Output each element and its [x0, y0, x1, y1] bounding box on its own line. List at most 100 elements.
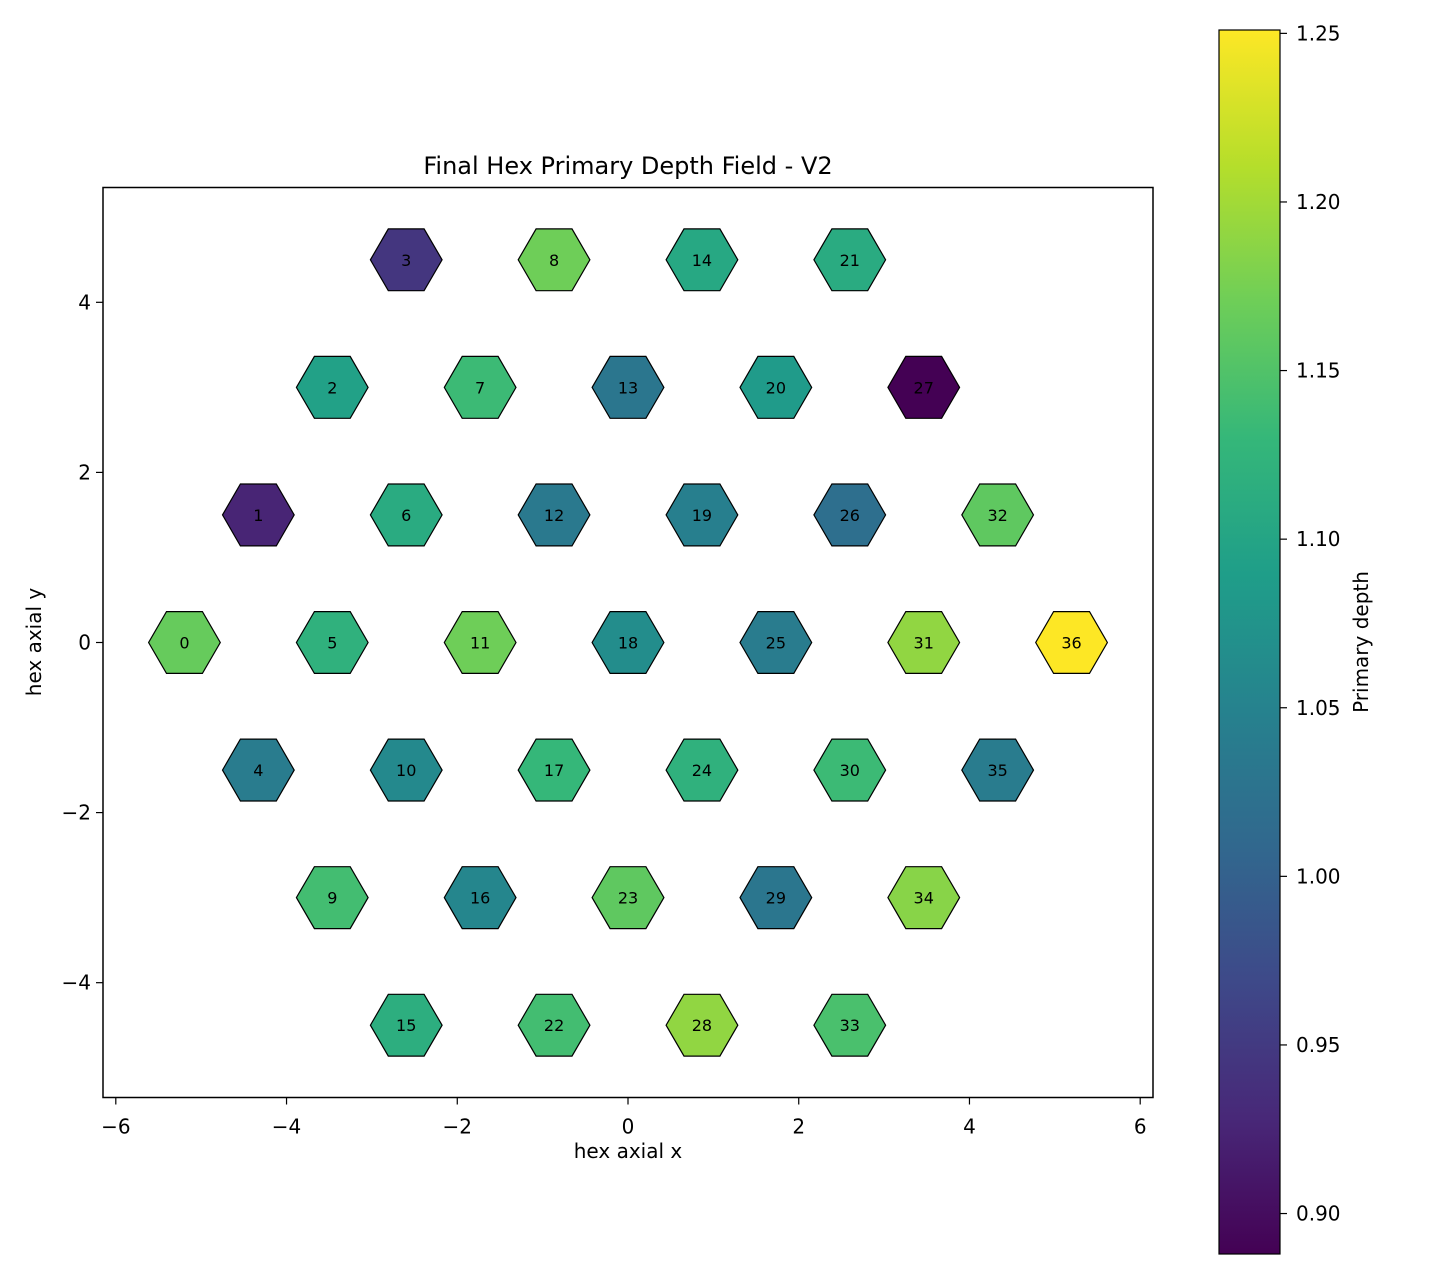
- y-tick-label: 0: [78, 631, 91, 655]
- hex-cell-0: [147, 610, 221, 675]
- hex-cell-34: [887, 866, 961, 930]
- x-tick-label: 4: [963, 1115, 976, 1139]
- colorbar-tick-label: 1.05: [1296, 696, 1341, 720]
- x-axis-label: hex axial x: [574, 1139, 683, 1163]
- hex-label-15: 15: [396, 1016, 416, 1035]
- hex-label-34: 34: [914, 889, 934, 908]
- hex-label-29: 29: [766, 889, 786, 908]
- hex-cell-22: [517, 993, 591, 1057]
- hex-label-36: 36: [1061, 634, 1081, 653]
- colorbar-tick-label: 1.20: [1296, 190, 1341, 214]
- hex-label-18: 18: [618, 634, 638, 653]
- hex-label-1: 1: [253, 506, 263, 525]
- chart-title: Final Hex Primary Depth Field - V2: [423, 152, 832, 180]
- hex-label-24: 24: [692, 761, 712, 780]
- colorbar-tick-label: 0.90: [1296, 1202, 1341, 1226]
- hex-cell-8: [517, 228, 591, 292]
- hex-cell-12: [517, 483, 591, 547]
- hex-cell-28: [665, 993, 739, 1057]
- hex-label-4: 4: [253, 761, 263, 780]
- hex-cell-21: [813, 228, 887, 292]
- hex-cell-4: [221, 738, 295, 802]
- hex-label-22: 22: [544, 1016, 564, 1035]
- hex-label-6: 6: [401, 506, 411, 525]
- hex-cell-7: [443, 355, 517, 419]
- hex-label-0: 0: [179, 634, 189, 653]
- hex-label-26: 26: [840, 506, 860, 525]
- hex-label-7: 7: [475, 378, 485, 397]
- hex-cell-10: [369, 738, 443, 802]
- hex-cell-19: [665, 483, 739, 547]
- y-tick-label: −4: [62, 971, 91, 995]
- hex-cell-36: [1035, 610, 1109, 675]
- hex-label-25: 25: [766, 634, 786, 653]
- hex-cell-24: [665, 738, 739, 802]
- hex-label-20: 20: [766, 378, 786, 397]
- x-tick-label: −4: [272, 1115, 301, 1139]
- hex-label-8: 8: [549, 251, 559, 270]
- hex-label-35: 35: [987, 761, 1007, 780]
- hex-cell-32: [961, 483, 1035, 547]
- hex-label-9: 9: [327, 889, 337, 908]
- hex-label-21: 21: [840, 251, 860, 270]
- hex-label-14: 14: [692, 251, 712, 270]
- hex-cells: 0123456789101112131415161718192021222324…: [147, 228, 1109, 1057]
- hex-label-30: 30: [840, 761, 860, 780]
- hex-cell-27: [887, 355, 961, 419]
- hex-cell-20: [739, 355, 813, 419]
- hex-cell-14: [665, 228, 739, 292]
- hex-cell-2: [295, 355, 369, 419]
- hex-label-10: 10: [396, 761, 416, 780]
- hex-label-2: 2: [327, 378, 337, 397]
- hex-cell-13: [591, 355, 665, 419]
- hex-label-3: 3: [401, 251, 411, 270]
- x-tick-label: 2: [792, 1115, 805, 1139]
- hex-cell-6: [369, 483, 443, 547]
- hex-label-5: 5: [327, 634, 337, 653]
- hex-cell-33: [813, 993, 887, 1057]
- hex-label-13: 13: [618, 378, 638, 397]
- colorbar-tick-label: 1.15: [1296, 359, 1341, 383]
- hex-cell-26: [813, 483, 887, 547]
- colorbar-tick-label: 0.95: [1296, 1033, 1341, 1057]
- hex-cell-29: [739, 866, 813, 930]
- hex-cell-16: [443, 866, 517, 930]
- hex-label-12: 12: [544, 506, 564, 525]
- hex-label-11: 11: [470, 634, 490, 653]
- hex-cell-1: [221, 483, 295, 547]
- hex-cell-5: [295, 610, 369, 675]
- hex-label-19: 19: [692, 506, 712, 525]
- y-axis: −4 −2 0 2 4: [62, 290, 103, 995]
- y-tick-label: 4: [78, 290, 91, 314]
- colorbar: [1218, 29, 1281, 1255]
- hex-cell-17: [517, 738, 591, 802]
- hex-label-23: 23: [618, 889, 638, 908]
- y-tick-label: 2: [78, 460, 91, 484]
- x-tick-label: −6: [101, 1115, 130, 1139]
- hex-label-33: 33: [840, 1016, 860, 1035]
- y-axis-label: hex axial y: [22, 588, 46, 697]
- colorbar-tick-label: 1.25: [1296, 21, 1341, 45]
- colorbar-ticks: 0.90 0.95 1.00 1.05 1.10 1.15 1.20 1.25: [1280, 21, 1341, 1226]
- hex-cell-30: [813, 738, 887, 802]
- hex-label-16: 16: [470, 889, 490, 908]
- x-tick-label: 6: [1134, 1115, 1147, 1139]
- hex-cell-35: [961, 738, 1035, 802]
- y-tick-label: −2: [62, 801, 91, 825]
- colorbar-tick-label: 1.00: [1296, 864, 1341, 888]
- x-tick-label: 0: [622, 1115, 635, 1139]
- colorbar-label: Primary depth: [1349, 571, 1373, 713]
- hex-label-32: 32: [987, 506, 1007, 525]
- hex-label-28: 28: [692, 1016, 712, 1035]
- hex-cell-15: [369, 993, 443, 1057]
- hex-label-31: 31: [914, 634, 934, 653]
- colorbar-tick-label: 1.10: [1296, 527, 1341, 551]
- x-axis: −6 −4 −2 0 2 4 6: [101, 1097, 1147, 1139]
- hex-label-27: 27: [914, 378, 934, 397]
- hex-cell-3: [369, 228, 443, 292]
- hex-label-17: 17: [544, 761, 564, 780]
- hex-cell-31: [887, 610, 961, 675]
- hex-cell-25: [739, 610, 813, 675]
- hex-cell-9: [295, 866, 369, 930]
